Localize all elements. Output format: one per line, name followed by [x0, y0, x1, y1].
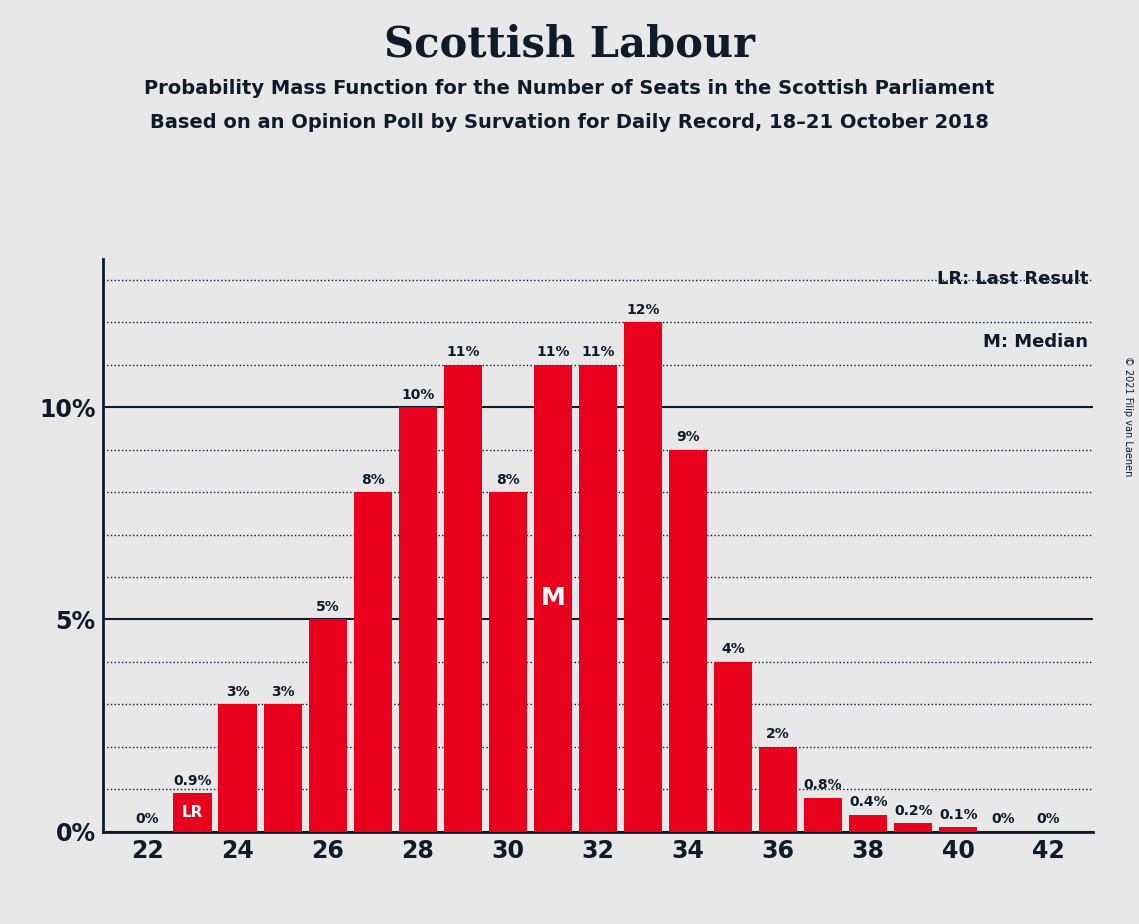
- Text: 11%: 11%: [536, 346, 570, 359]
- Text: 3%: 3%: [271, 685, 295, 699]
- Text: M: Median: M: Median: [983, 334, 1089, 351]
- Text: 2%: 2%: [767, 727, 790, 741]
- Bar: [894, 823, 933, 832]
- Bar: [669, 450, 707, 832]
- Text: 0.1%: 0.1%: [939, 808, 977, 821]
- Text: 10%: 10%: [401, 388, 434, 402]
- Bar: [804, 797, 843, 832]
- Bar: [849, 815, 887, 832]
- Bar: [534, 365, 572, 832]
- Bar: [263, 704, 302, 832]
- Bar: [714, 662, 752, 832]
- Bar: [444, 365, 482, 832]
- Bar: [624, 322, 662, 832]
- Bar: [759, 747, 797, 832]
- Bar: [579, 365, 617, 832]
- Text: © 2021 Filip van Laenen: © 2021 Filip van Laenen: [1123, 356, 1133, 476]
- Text: 0.8%: 0.8%: [804, 778, 843, 792]
- Bar: [219, 704, 256, 832]
- Text: 5%: 5%: [316, 600, 339, 614]
- Bar: [940, 827, 977, 832]
- Text: 0%: 0%: [1036, 812, 1060, 826]
- Text: Scottish Labour: Scottish Labour: [384, 23, 755, 65]
- Text: 0%: 0%: [136, 812, 159, 826]
- Text: 8%: 8%: [495, 472, 519, 487]
- Text: M: M: [541, 586, 565, 610]
- Text: 0.9%: 0.9%: [173, 774, 212, 788]
- Text: 0.2%: 0.2%: [894, 804, 933, 818]
- Text: 0.4%: 0.4%: [849, 796, 887, 809]
- Bar: [309, 619, 347, 832]
- Text: 8%: 8%: [361, 472, 385, 487]
- Text: Based on an Opinion Poll by Survation for Daily Record, 18–21 October 2018: Based on an Opinion Poll by Survation fo…: [150, 113, 989, 132]
- Text: 3%: 3%: [226, 685, 249, 699]
- Text: LR: LR: [182, 805, 203, 820]
- Text: Probability Mass Function for the Number of Seats in the Scottish Parliament: Probability Mass Function for the Number…: [145, 79, 994, 98]
- Text: 11%: 11%: [446, 346, 480, 359]
- Text: 4%: 4%: [721, 642, 745, 656]
- Bar: [353, 492, 392, 832]
- Text: 9%: 9%: [677, 431, 699, 444]
- Text: 12%: 12%: [626, 303, 659, 317]
- Text: LR: Last Result: LR: Last Result: [937, 270, 1089, 288]
- Bar: [173, 794, 212, 832]
- Bar: [399, 407, 437, 832]
- Text: 0%: 0%: [992, 812, 1015, 826]
- Bar: [489, 492, 527, 832]
- Text: 11%: 11%: [581, 346, 615, 359]
